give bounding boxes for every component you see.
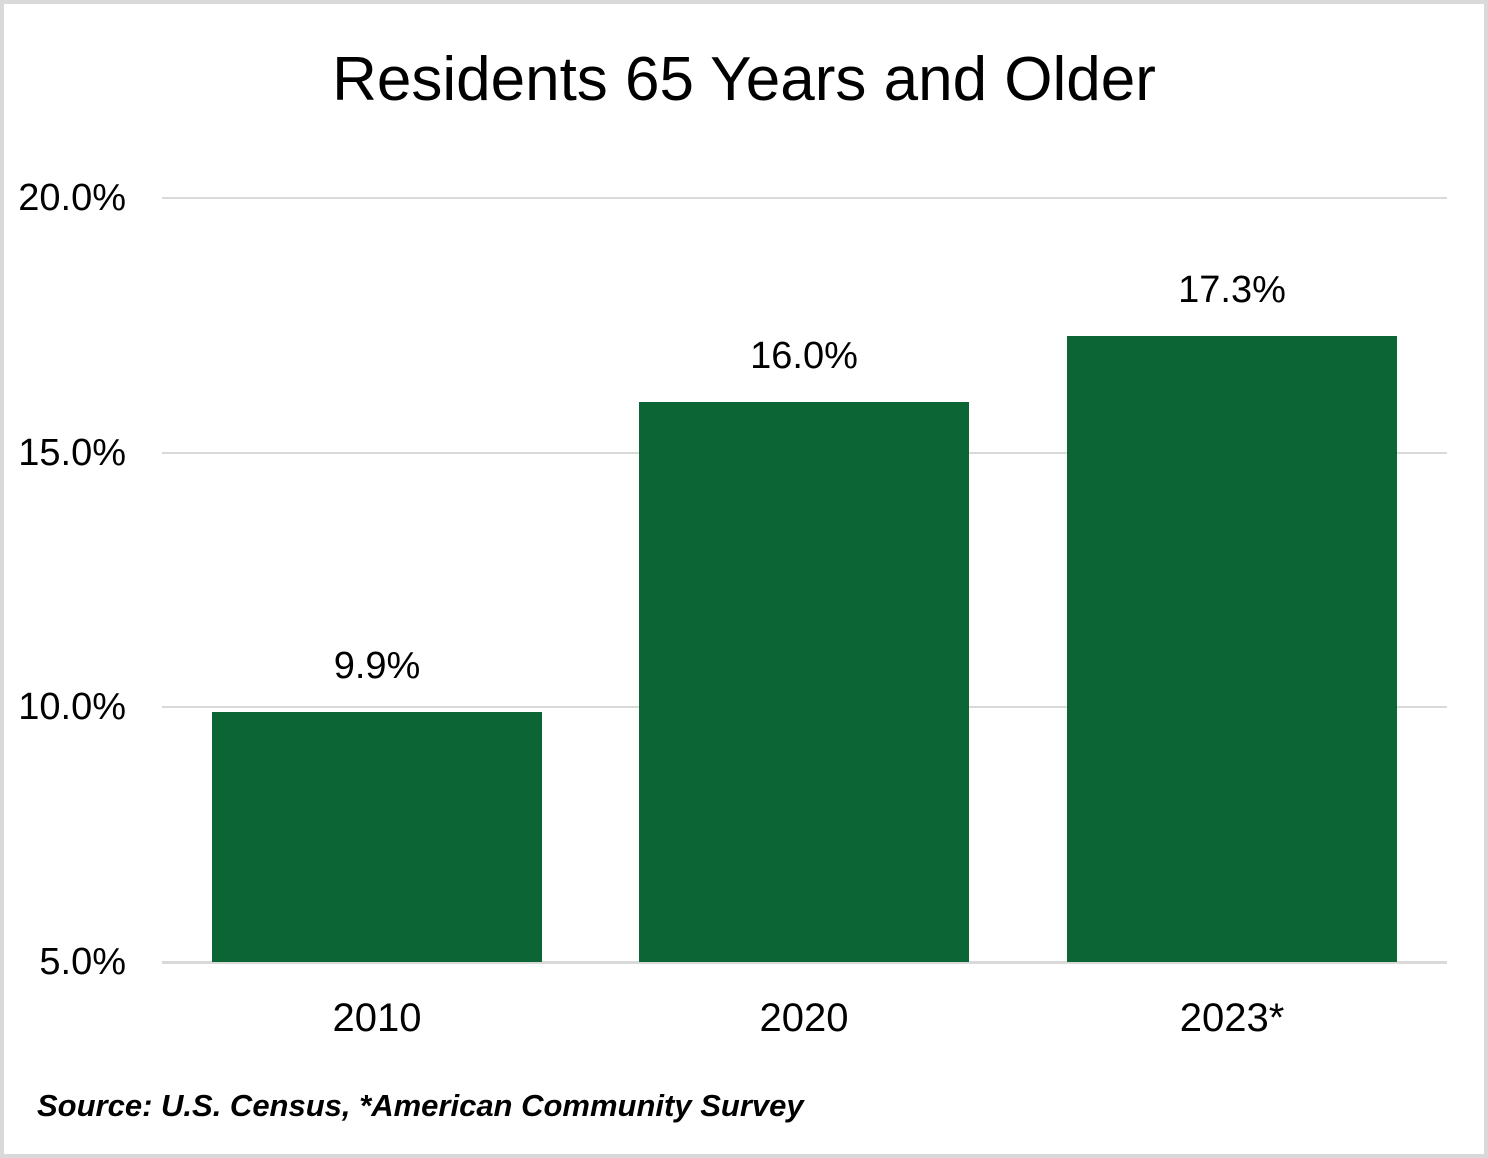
bar-2010 bbox=[212, 712, 542, 962]
bar-2020 bbox=[639, 401, 969, 962]
bar-value-label: 9.9% bbox=[333, 645, 421, 688]
chart-title: Residents 65 Years and Older bbox=[332, 45, 1156, 114]
y-axis-tick-label: 10.0% bbox=[18, 686, 126, 729]
bar-value-label: 16.0% bbox=[750, 334, 858, 377]
x-axis-category-label: 2010 bbox=[332, 996, 422, 1040]
bar-value-label: 17.3% bbox=[1178, 268, 1286, 311]
gridline-20.0% bbox=[162, 197, 1447, 199]
source-note: Source: U.S. Census, *American Community… bbox=[37, 1088, 804, 1123]
x-axis-category-label: 2020 bbox=[759, 996, 849, 1040]
gridline-5.0% bbox=[162, 961, 1447, 964]
x-axis-category-label: 2023* bbox=[1179, 996, 1285, 1040]
y-axis-tick-label: 15.0% bbox=[18, 431, 126, 474]
y-axis-tick-label: 5.0% bbox=[39, 941, 126, 983]
y-axis-tick-label: 20.0% bbox=[18, 177, 126, 219]
bar-2023* bbox=[1067, 335, 1397, 962]
